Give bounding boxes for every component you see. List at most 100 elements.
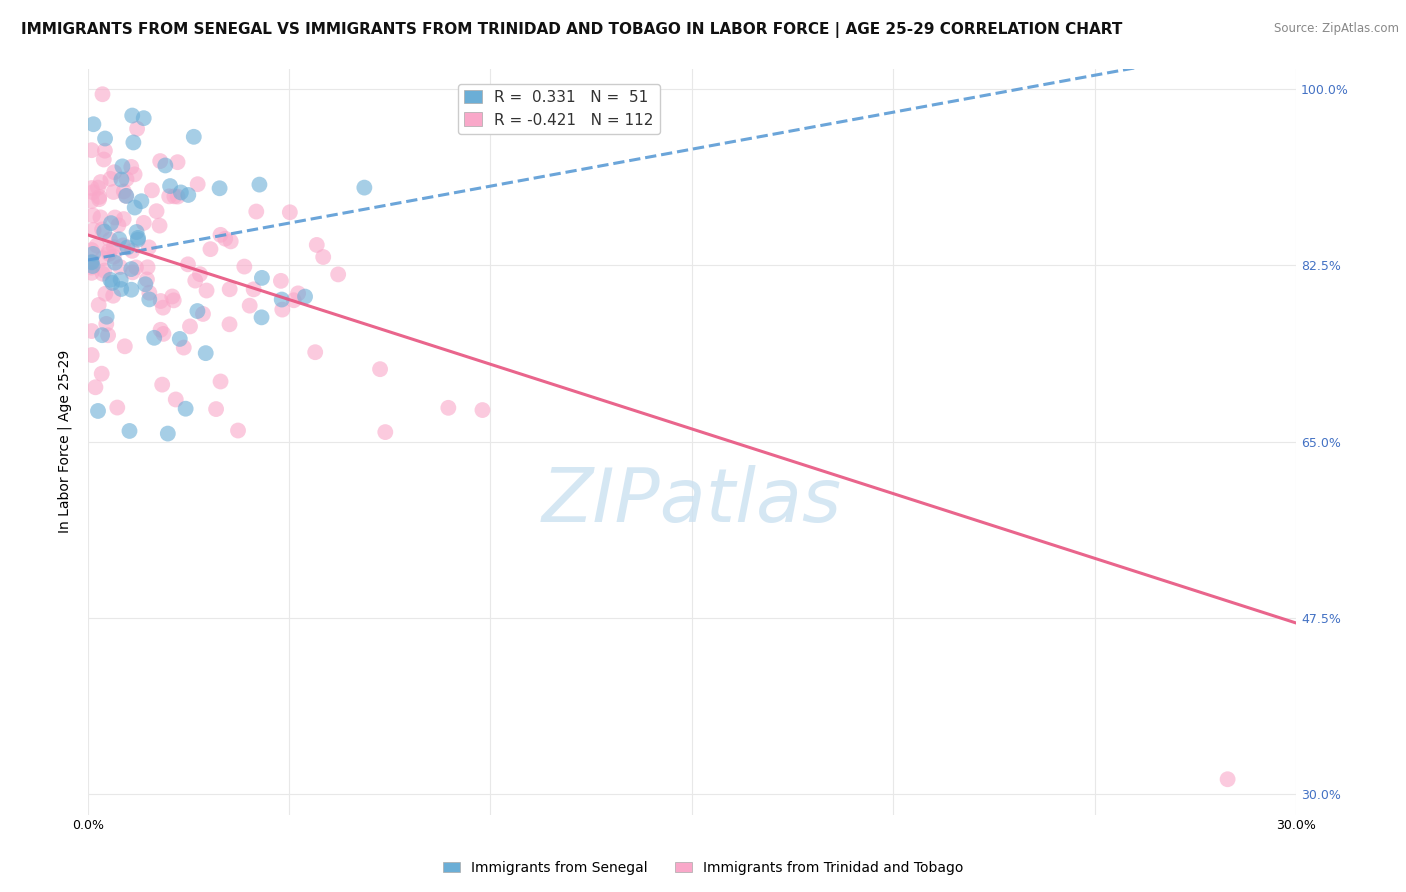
Point — [104, 255, 127, 269]
Point — [100, 171, 122, 186]
Point — [121, 265, 143, 279]
Point — [148, 219, 170, 233]
Point — [84, 380, 107, 394]
Point — [108, 232, 131, 246]
Point — [82, 186, 104, 200]
Text: IMMIGRANTS FROM SENEGAL VS IMMIGRANTS FROM TRINIDAD AND TOBAGO IN LABOR FORCE | : IMMIGRANTS FROM SENEGAL VS IMMIGRANTS FR… — [21, 22, 1122, 38]
Point — [97, 328, 120, 343]
Point — [218, 318, 240, 332]
Point — [80, 260, 103, 275]
Point — [270, 293, 292, 307]
Point — [170, 186, 193, 200]
Point — [91, 328, 114, 343]
Point — [157, 189, 180, 203]
Point — [312, 250, 335, 264]
Point — [209, 227, 232, 242]
Text: Source: ZipAtlas.com: Source: ZipAtlas.com — [1274, 22, 1399, 36]
Point — [166, 189, 188, 203]
Point — [138, 240, 160, 254]
Point — [80, 266, 103, 280]
Point — [304, 345, 326, 359]
Point — [143, 331, 166, 345]
Point — [169, 332, 191, 346]
Point — [179, 319, 201, 334]
Point — [131, 194, 153, 209]
Point — [87, 180, 110, 194]
Point — [100, 216, 122, 230]
Point — [278, 205, 301, 219]
Point — [115, 172, 138, 186]
Point — [80, 243, 103, 257]
Point — [152, 301, 174, 315]
Point — [91, 251, 114, 265]
Point — [120, 283, 142, 297]
Point — [82, 247, 104, 261]
Point — [305, 238, 328, 252]
Point — [91, 222, 114, 236]
Point — [138, 293, 160, 307]
Point — [94, 144, 117, 158]
Point — [83, 223, 105, 237]
Point — [149, 323, 172, 337]
Point — [103, 185, 125, 199]
Point — [195, 284, 218, 298]
Point — [104, 211, 127, 225]
Point — [125, 260, 148, 275]
Point — [152, 326, 174, 341]
Point — [80, 348, 103, 362]
Point — [96, 317, 118, 331]
Point — [191, 307, 214, 321]
Point — [112, 185, 135, 199]
Point — [121, 244, 143, 258]
Point — [96, 310, 118, 324]
Point — [138, 285, 160, 300]
Point — [93, 225, 115, 239]
Point — [242, 282, 264, 296]
Point — [200, 242, 222, 256]
Point — [141, 183, 163, 197]
Point — [98, 247, 121, 261]
Point — [209, 375, 232, 389]
Point — [374, 425, 396, 439]
Point — [103, 250, 125, 264]
Point — [226, 424, 249, 438]
Point — [82, 209, 104, 223]
Point — [110, 172, 132, 186]
Point — [437, 401, 460, 415]
Point — [188, 267, 211, 281]
Point — [173, 341, 195, 355]
Point — [233, 260, 256, 274]
Point — [103, 165, 125, 179]
Point — [120, 160, 142, 174]
Point — [87, 298, 110, 312]
Point — [125, 225, 148, 239]
Text: ZIPatlas: ZIPatlas — [541, 466, 842, 537]
Point — [107, 218, 129, 232]
Point — [115, 189, 138, 203]
Point — [115, 189, 138, 203]
Point — [127, 233, 149, 247]
Point — [194, 346, 217, 360]
Point — [91, 267, 114, 281]
Point — [166, 155, 188, 169]
Point — [110, 273, 132, 287]
Point — [368, 362, 391, 376]
Point — [1216, 772, 1239, 787]
Point — [80, 324, 103, 338]
Point — [155, 158, 177, 172]
Point — [132, 111, 155, 125]
Point — [80, 143, 103, 157]
Point — [218, 282, 240, 296]
Point — [214, 232, 236, 246]
Point — [118, 424, 141, 438]
Point — [134, 277, 156, 292]
Point — [162, 289, 184, 303]
Point — [120, 262, 142, 277]
Point — [156, 426, 179, 441]
Point — [91, 87, 114, 102]
Point — [127, 231, 149, 245]
Point — [471, 403, 494, 417]
Point — [101, 276, 124, 290]
Point — [294, 290, 316, 304]
Point — [163, 293, 186, 308]
